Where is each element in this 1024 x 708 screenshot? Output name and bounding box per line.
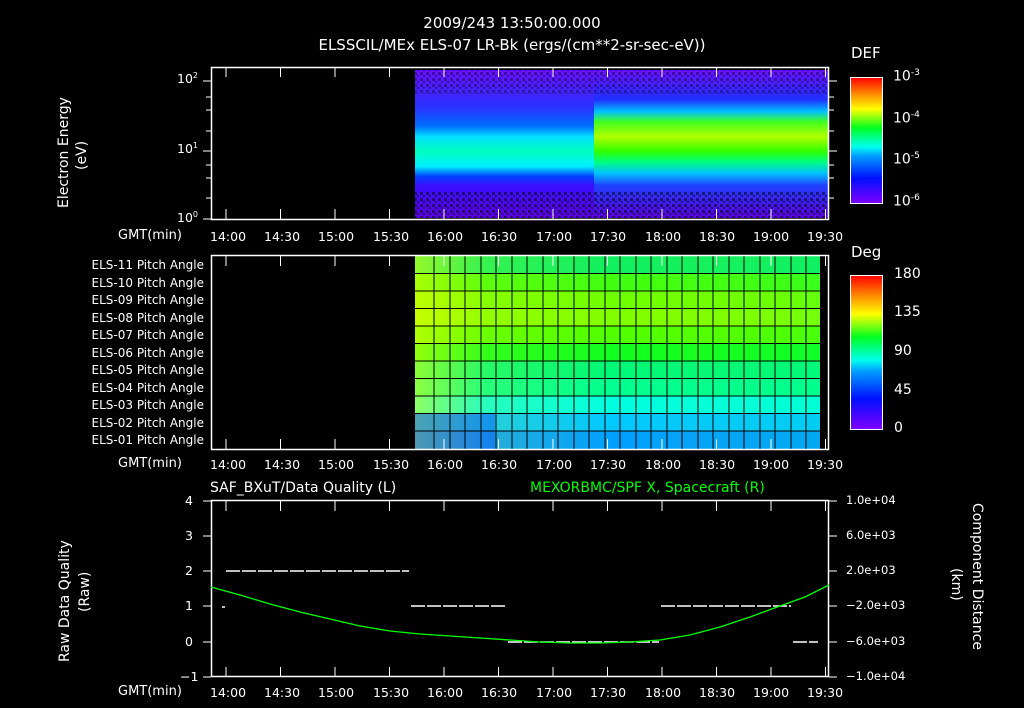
- time-tick: 18:30: [699, 229, 736, 244]
- panel3-ytick-right: −2.0e+03: [846, 598, 906, 612]
- time-tick: 14:30: [264, 457, 301, 472]
- panel3-ytick: 0: [185, 634, 193, 649]
- spacecraft-x-series: [210, 584, 830, 644]
- time-tick: 17:00: [536, 457, 573, 472]
- time-tick: 15:30: [373, 229, 410, 244]
- time-tick: 15:00: [318, 457, 355, 472]
- panel2-time-label: GMT(min): [118, 456, 182, 471]
- panel3-ytick: 2: [185, 563, 193, 578]
- row-label: ELS-08 Pitch Angle: [91, 310, 204, 325]
- time-tick: 16:00: [427, 457, 464, 472]
- panel3-ylabel-right: Component Distance: [969, 503, 985, 650]
- time-tick: 14:00: [210, 457, 247, 472]
- time-tick: 14:00: [210, 685, 247, 700]
- row-label: ELS-05 Pitch Angle: [91, 363, 204, 377]
- time-tick: 17:00: [536, 229, 573, 244]
- colorbar1-tick: 10-6: [893, 193, 920, 210]
- time-tick: 16:00: [427, 685, 464, 700]
- row-label: ELS-10 Pitch Angle: [91, 275, 204, 290]
- panel3-ylabel-right-units: (km): [948, 568, 964, 601]
- time-tick: 19:30: [807, 229, 844, 244]
- time-tick: 18:00: [645, 457, 682, 472]
- time-tick: 16:30: [481, 457, 518, 472]
- panel3-ylabel: Raw Data Quality: [57, 540, 73, 662]
- data-quality-series: [226, 570, 818, 643]
- time-tick: 17:30: [590, 229, 627, 244]
- panel3-title-left: SAF_BXuT/Data Quality (L): [210, 480, 397, 496]
- pitch-angle-grid: [415, 256, 820, 449]
- time-tick: 18:30: [699, 457, 736, 472]
- time-tick: 17:00: [536, 685, 573, 700]
- panel1-ytick-10: 101: [177, 141, 198, 157]
- row-label: ELS-02 Pitch Angle: [91, 415, 204, 430]
- panel1-time-label: GMT(min): [118, 228, 182, 243]
- panel3-ylabel-units: (Raw): [77, 571, 93, 612]
- row-label: ELS-01 Pitch Angle: [91, 433, 204, 447]
- time-tick: 15:30: [373, 457, 410, 472]
- time-tick: 18:30: [699, 685, 736, 700]
- panel3-ytick-right: −6.0e+03: [846, 634, 906, 648]
- colorbar2-title: Deg: [851, 243, 882, 261]
- time-ticks: [225, 67, 826, 677]
- panel3-ytick-right: 1.0e+04: [846, 493, 896, 507]
- time-tick: 18:00: [645, 685, 682, 700]
- row-label: ELS-11 Pitch Angle: [91, 258, 204, 272]
- panel3-ytick: −1: [180, 669, 199, 684]
- colorbar2-tick: 45: [894, 382, 912, 398]
- time-tick: 19:00: [753, 229, 790, 244]
- plot-datetime: 2009/243 13:50:00.000: [423, 14, 601, 32]
- time-tick: 14:00: [210, 229, 247, 244]
- time-tick: 14:30: [264, 229, 301, 244]
- row-label: ELS-06 Pitch Angle: [91, 345, 204, 360]
- time-tick: 18:00: [645, 229, 682, 244]
- time-tick: 16:30: [481, 229, 518, 244]
- panel1-ytick-1: 100: [177, 210, 198, 226]
- colorbar2-tick: 180: [894, 266, 921, 282]
- colorbar2-tick: 135: [894, 304, 921, 320]
- colorbar1-tick: 10-4: [893, 110, 920, 127]
- time-tick: 14:30: [264, 685, 301, 700]
- time-tick: 19:30: [807, 685, 844, 700]
- colorbar1-title: DEF: [851, 44, 881, 62]
- time-tick: 15:00: [318, 229, 355, 244]
- colorbar2-tick: 0: [894, 420, 903, 436]
- row-label: ELS-04 Pitch Angle: [91, 380, 204, 395]
- panel3-title-right: MEXORBMC/SPF X, Spacecraft (R): [530, 480, 765, 496]
- time-tick: 17:30: [590, 685, 627, 700]
- time-tick: 19:30: [807, 457, 844, 472]
- colorbar1-tick: 10-5: [893, 151, 920, 168]
- panel3-ytick: 1: [185, 598, 193, 613]
- row-label: ELS-07 Pitch Angle: [91, 328, 204, 342]
- time-tick: 15:00: [318, 685, 355, 700]
- row-label: ELS-03 Pitch Angle: [91, 398, 204, 412]
- plot-subtitle: ELSSCIL/MEx ELS-07 LR-Bk (ergs/(cm**2-sr…: [318, 36, 706, 54]
- time-tick: 16:30: [481, 685, 518, 700]
- pitch-angle-labels: ELS-11 Pitch Angle ELS-10 Pitch Angle EL…: [0, 257, 204, 450]
- panel3-time-label: GMT(min): [118, 684, 182, 699]
- panel3-ytick-right: 2.0e+03: [846, 563, 896, 577]
- panel3-ytick-right: −1.0e+04: [846, 669, 906, 683]
- panel3-ytick-right: 6.0e+03: [846, 528, 896, 542]
- row-label: ELS-09 Pitch Angle: [91, 293, 204, 307]
- panel3-ytick: 3: [185, 528, 193, 543]
- panel3-ytick: 4: [185, 493, 193, 508]
- colorbar1-tick: 10-3: [893, 68, 920, 85]
- time-tick: 15:30: [373, 685, 410, 700]
- colorbar2-tick: 90: [894, 343, 912, 359]
- time-tick: 19:00: [753, 457, 790, 472]
- time-tick: 16:00: [427, 229, 464, 244]
- energy-spectrogram: [415, 70, 828, 218]
- panel1-ytick-100: 102: [177, 71, 198, 87]
- time-tick: 19:00: [753, 685, 790, 700]
- time-tick: 17:30: [590, 457, 627, 472]
